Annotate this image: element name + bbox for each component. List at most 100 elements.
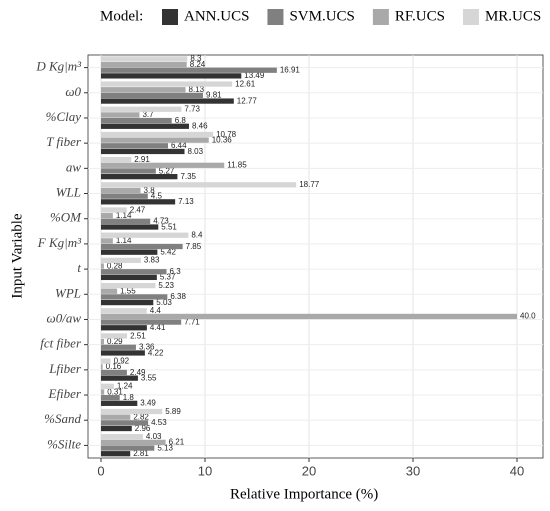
bar [101, 325, 147, 331]
bar [101, 162, 225, 168]
legend-label: ANN.UCS [184, 8, 249, 24]
bar [101, 148, 185, 155]
bar [101, 249, 158, 255]
y-tick-label: %OM [50, 210, 82, 225]
bar [101, 87, 186, 93]
value-label: 9.81 [206, 91, 222, 100]
bar [101, 187, 141, 194]
bar [101, 375, 138, 381]
value-label: 5.27 [159, 166, 175, 175]
value-label: 12.61 [235, 79, 256, 88]
value-label: 0.92 [114, 356, 130, 365]
bar [101, 434, 143, 440]
bar [101, 263, 104, 269]
bar [101, 395, 120, 401]
bar [101, 282, 156, 289]
value-label: 8.46 [192, 122, 208, 131]
value-label: 2.91 [134, 155, 150, 164]
y-tick-label: F Kg|m³ [37, 235, 82, 250]
bar [101, 131, 214, 138]
value-label: 1.14 [116, 236, 132, 245]
bar [101, 168, 156, 174]
value-label: 2.82 [133, 412, 149, 421]
y-tick-label: Efiber [48, 386, 82, 401]
value-label: 0.16 [106, 362, 122, 371]
y-tick-label: ω0/aw [47, 310, 82, 325]
bar [101, 408, 163, 415]
value-label: 0.28 [107, 261, 123, 270]
bar [101, 319, 182, 325]
value-label: 1.8 [123, 393, 135, 402]
bar [101, 369, 127, 376]
bar [101, 389, 105, 395]
y-tick-label: %Sand [44, 411, 81, 426]
value-label: 5.37 [160, 273, 176, 282]
bar [101, 445, 155, 451]
bar [101, 350, 145, 356]
value-label: 13.49 [244, 71, 265, 80]
bar [101, 92, 204, 99]
bar [101, 313, 517, 320]
x-axis-title: Relative Importance (%) [230, 486, 378, 502]
value-label: 1.55 [120, 287, 136, 296]
value-label: 4.4 [150, 306, 162, 315]
bar [101, 344, 136, 350]
bar [101, 61, 187, 68]
bar [101, 73, 242, 79]
value-label: 2.81 [133, 449, 149, 458]
value-label: 6.21 [169, 438, 185, 447]
bar [101, 338, 105, 345]
legend-label: RF.UCS [395, 8, 445, 24]
value-label: 4.41 [150, 323, 166, 332]
legend-swatch [267, 9, 284, 25]
value-label: 12.77 [237, 96, 258, 105]
bar [101, 243, 183, 250]
value-label: 0.29 [107, 337, 123, 346]
value-label: 8.24 [190, 60, 206, 69]
bar [101, 358, 111, 364]
value-label: 7.13 [178, 197, 194, 206]
bar [101, 425, 132, 432]
value-label: 4.73 [153, 217, 169, 226]
value-label: 5.03 [156, 298, 172, 307]
value-label: 2.51 [130, 331, 146, 340]
value-label: 6.44 [171, 141, 187, 150]
x-tick-label: 30 [406, 463, 420, 478]
legend-swatch [462, 9, 479, 25]
bar [101, 269, 167, 275]
bar [101, 364, 103, 370]
x-tick-label: 40 [510, 463, 524, 478]
bar [101, 400, 138, 406]
bar [101, 288, 118, 294]
y-tick-label: %Silte [47, 436, 81, 451]
bar [101, 420, 149, 426]
y-tick-label: ω0 [65, 84, 81, 99]
bar [101, 157, 132, 163]
bar [101, 123, 189, 129]
value-label: 7.85 [186, 242, 202, 251]
y-tick-label: %Clay [46, 109, 82, 124]
value-label: 7.35 [180, 172, 196, 181]
value-label: 10.78 [216, 130, 237, 139]
value-label: 5.89 [165, 407, 181, 416]
value-label: 6.3 [170, 267, 182, 276]
bar [101, 294, 168, 300]
bar [101, 174, 178, 180]
bar [101, 224, 159, 230]
bar [101, 193, 148, 199]
value-label: 3.7 [142, 110, 154, 119]
bar [101, 67, 277, 73]
value-label: 4.5 [151, 191, 163, 200]
bar [101, 106, 182, 112]
value-label: 6.8 [175, 116, 187, 125]
value-label: 3.36 [139, 343, 155, 352]
bar [101, 137, 209, 143]
value-label: 6.38 [170, 292, 186, 301]
value-label: 8.4 [191, 231, 203, 240]
x-tick-label: 20 [302, 463, 316, 478]
value-label: 4.03 [146, 432, 162, 441]
value-label: 16.91 [280, 66, 301, 75]
bar [101, 182, 297, 188]
bar [101, 414, 131, 420]
